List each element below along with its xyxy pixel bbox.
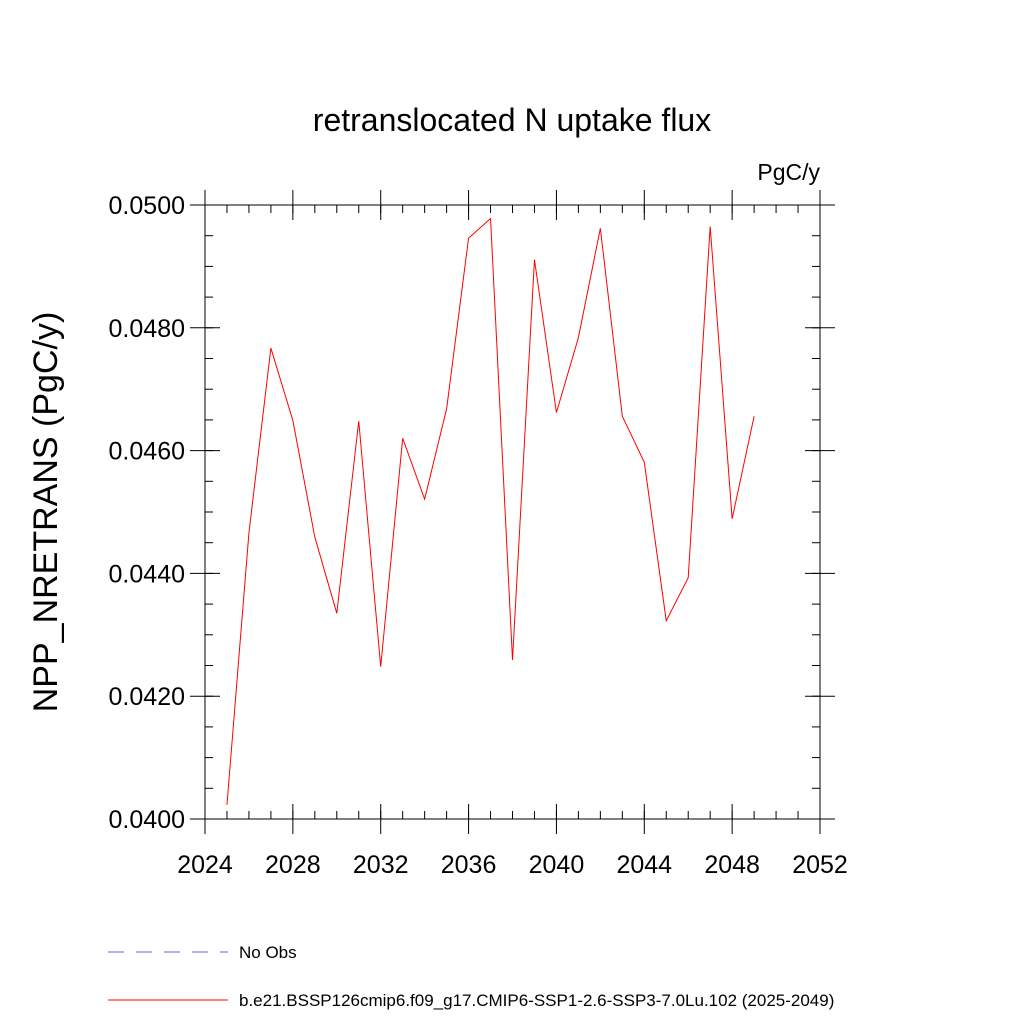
chart-title: retranslocated N uptake flux (313, 102, 711, 138)
x-tick-label: 2044 (616, 851, 672, 879)
series-layer (226, 217, 755, 805)
legend-label: No Obs (239, 943, 297, 962)
minor-ticks (204, 204, 821, 820)
units-label: PgC/y (757, 159, 820, 185)
x-tick-labels: 2024 2028 2032 2036 2040 2044 2048 2052 (177, 851, 848, 879)
x-tick-label: 2052 (792, 851, 848, 879)
plot-frame (204, 204, 821, 820)
y-tick-label: 0.0440 (109, 560, 185, 588)
legend-label: b.e21.BSSP126cmip6.f09_g17.CMIP6-SSP1-2.… (239, 991, 834, 1010)
y-tick-label: 0.0420 (109, 683, 185, 711)
x-tick-label: 2048 (704, 851, 760, 879)
x-tick-label: 2036 (441, 851, 497, 879)
x-tick-label: 2028 (265, 851, 321, 879)
x-tick-label: 2040 (529, 851, 585, 879)
y-tick-label: 0.0460 (109, 438, 185, 466)
y-tick-labels: 0.0400 0.0420 0.0440 0.0460 0.0480 0.0500 (109, 192, 185, 834)
y-tick-label: 0.0480 (109, 315, 185, 343)
legend: No Obs b.e21.BSSP126cmip6.f09_g17.CMIP6-S… (108, 943, 834, 1010)
major-ticks (190, 190, 835, 834)
y-tick-label: 0.0500 (109, 192, 185, 220)
series-line (226, 217, 755, 805)
y-tick-label: 0.0400 (109, 806, 185, 834)
x-tick-label: 2032 (353, 851, 409, 879)
y-axis-label: NPP_NRETRANS (PgC/y) (27, 312, 65, 713)
x-tick-label: 2024 (177, 851, 233, 879)
